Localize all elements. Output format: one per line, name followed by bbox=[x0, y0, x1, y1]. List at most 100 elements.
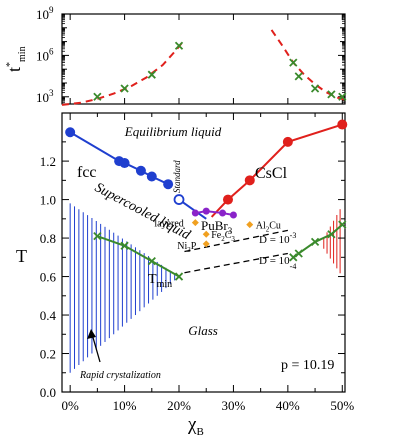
series-marker-CsCl bbox=[244, 175, 255, 186]
orange-label-layered: layered bbox=[154, 219, 183, 230]
orange-label-ni3p-part: Ni bbox=[177, 241, 187, 252]
top-fit-curve bbox=[270, 29, 346, 101]
series-marker-PuBr3 bbox=[202, 207, 210, 215]
top-x-marker bbox=[174, 41, 184, 50]
tmin-x-marker bbox=[289, 253, 298, 262]
orange-label-al2cu: Al2Cu bbox=[256, 221, 281, 234]
tmin-x-marker bbox=[93, 232, 102, 241]
top-ytick-label: 103 bbox=[36, 88, 54, 105]
tmin-x-marker bbox=[310, 237, 320, 247]
top-x-marker bbox=[310, 84, 320, 93]
tmin-x-marker bbox=[147, 257, 156, 266]
bottom-xtick-label: 30% bbox=[222, 398, 246, 413]
glass-label: Glass bbox=[188, 323, 218, 338]
diffusion-label-1e-4-part: -4 bbox=[290, 262, 297, 271]
cscl-label: CsCl bbox=[255, 165, 288, 182]
diffusion-label-1e-3: D = 10-3 bbox=[259, 231, 296, 246]
orange-diamond-marker bbox=[202, 230, 210, 238]
rapid-crystalization-label: Rapid crystalization bbox=[79, 370, 161, 381]
top-ytick-label-part: 3 bbox=[49, 88, 54, 98]
pubr3-label: PuBr3 bbox=[201, 218, 233, 236]
series-marker-CsCl bbox=[282, 136, 293, 147]
series-marker-PuBr3 bbox=[219, 209, 227, 217]
diffusion-label-1e-4: D = 10-4 bbox=[259, 255, 296, 271]
standard-label: Standard bbox=[172, 160, 182, 193]
bottom-panel: 0% 10% 20% 30% 40% 50% 0.0 0.2 0.4 0.6 0.8 1.0 1.2 Tχ… bbox=[16, 112, 354, 438]
series-marker-fcc bbox=[135, 165, 146, 176]
series-marker-fcc bbox=[119, 158, 130, 169]
diffusion-label-1e-4-part: D = 10 bbox=[259, 255, 290, 267]
orange-label-al2cu-part: Al bbox=[256, 221, 266, 232]
top-ylabel-part: min bbox=[17, 46, 28, 62]
series-marker-CsCl bbox=[337, 119, 348, 130]
bottom-xlabel: χB bbox=[187, 414, 204, 438]
x-mark-stroke bbox=[120, 84, 129, 93]
tmin-x-marker bbox=[327, 230, 336, 239]
orange-label-fe3c-part: Fe bbox=[211, 230, 222, 241]
bottom-ytick-label: 0.8 bbox=[40, 231, 56, 246]
bottom-ytick-label: 0.0 bbox=[40, 385, 56, 400]
orange-label-al2cu-part: Cu bbox=[269, 221, 281, 232]
series-marker-fcc bbox=[65, 127, 76, 138]
top-x-marker bbox=[289, 58, 298, 67]
bottom-ytick-label: 1.2 bbox=[40, 154, 56, 169]
orange-label-ni3p: Ni3P bbox=[177, 241, 197, 254]
top-x-marker bbox=[120, 84, 129, 93]
series-marker-PuBr3 bbox=[191, 209, 199, 217]
tmin-label-part: T bbox=[148, 272, 157, 287]
series-line-tmin bbox=[97, 235, 180, 278]
bottom-xtick-label: 0% bbox=[61, 398, 79, 413]
orange-label-ni3p-part: 3 bbox=[187, 246, 191, 254]
diffusion-dashed-line bbox=[184, 252, 288, 274]
orange-label-ni3p-part: P bbox=[191, 241, 197, 252]
x-mark-stroke bbox=[294, 72, 303, 81]
equilibrium-label: Equilibrium liquid bbox=[124, 124, 222, 139]
orange-label-fe3c: Fe2C3 bbox=[211, 230, 235, 243]
top-x-marker bbox=[294, 72, 303, 81]
pubr3-label-part: 3 bbox=[228, 226, 233, 236]
bottom-ytick-label: 0.2 bbox=[40, 347, 56, 362]
diffusion-dashed-line bbox=[184, 229, 288, 253]
top-ytick-label-part: 10 bbox=[36, 90, 49, 105]
top-x-marker bbox=[93, 92, 102, 101]
tmin-x-marker bbox=[120, 241, 129, 250]
top-ytick-label: 106 bbox=[36, 46, 54, 63]
x-mark-stroke bbox=[338, 92, 347, 101]
tmin-x-marker bbox=[174, 272, 184, 281]
orange-diamond-marker bbox=[191, 219, 199, 227]
top-ytick-label-part: 10 bbox=[36, 48, 49, 63]
top-ytick-label-part: 9 bbox=[49, 5, 54, 15]
bottom-ylabel: T bbox=[16, 246, 27, 266]
top-ytick-label-part: 10 bbox=[36, 7, 49, 22]
top-x-marker bbox=[147, 70, 156, 79]
rapid-arrow-shaft bbox=[91, 333, 101, 363]
top-x-marker bbox=[338, 92, 347, 101]
top-fit-curve bbox=[61, 38, 186, 106]
series-marker-fcc bbox=[163, 179, 174, 190]
rapid-arrow-head bbox=[87, 329, 96, 339]
x-mark-stroke bbox=[289, 58, 298, 67]
series-marker-fcc bbox=[146, 171, 157, 182]
bottom-plot-frame bbox=[61, 112, 346, 393]
diffusion-label-1e-3-part: -3 bbox=[290, 231, 297, 240]
series-marker-PuBr3 bbox=[229, 211, 237, 219]
orange-label-fe3c-part: 2 bbox=[221, 235, 225, 243]
bottom-xtick-label: 10% bbox=[113, 398, 137, 413]
x-mark-stroke bbox=[147, 70, 156, 79]
bottom-xtick-label: 20% bbox=[167, 398, 191, 413]
top-ylabel-part: t bbox=[4, 67, 24, 72]
tmin-label: Tmin bbox=[148, 272, 172, 290]
orange-diamond-marker bbox=[246, 221, 254, 229]
orange-label-fe3c-part: C bbox=[225, 230, 232, 241]
top-plot-frame bbox=[61, 13, 346, 105]
x-mark-stroke bbox=[327, 90, 336, 99]
bottom-xtick-label: 50% bbox=[330, 398, 354, 413]
bottom-xlabel-part: B bbox=[196, 426, 203, 438]
series-extension-fcc bbox=[178, 198, 207, 220]
fcc-label: fcc bbox=[77, 164, 97, 181]
standard-point bbox=[173, 194, 185, 205]
top-ylabel-part: * bbox=[5, 62, 16, 67]
top-ytick-label: 109 bbox=[36, 5, 54, 22]
orange-label-al2cu-part: 2 bbox=[266, 226, 270, 234]
